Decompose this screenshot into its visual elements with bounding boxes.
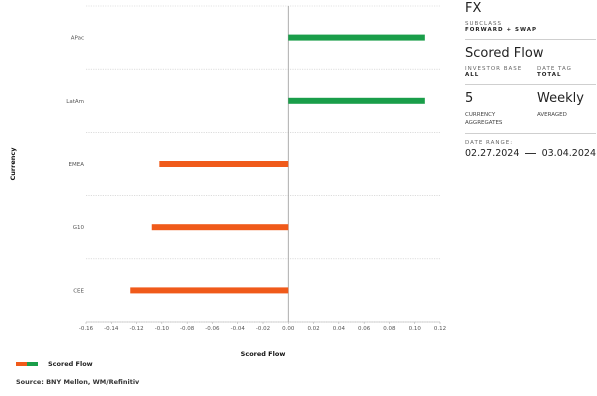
investor-base-value: ALL [465, 72, 480, 78]
date-range: 02.27.2024 03.04.2024 [465, 148, 596, 159]
frequency-value: Weekly [537, 91, 584, 106]
x-axis-title: Scored Flow [241, 350, 286, 358]
date-range-caption: DATE RANGE: [465, 140, 514, 146]
x-tick-label: 0.04 [333, 326, 346, 332]
divider [465, 84, 596, 85]
x-tick-label: -0.02 [256, 326, 270, 332]
asset-class-title: FX [465, 1, 482, 16]
date-start: 02.27.2024 [465, 148, 520, 159]
investor-base-caption: INVESTOR BASE [465, 66, 523, 72]
category-label: APac [71, 36, 84, 42]
count-caption-2: AGGREGATES [465, 120, 503, 126]
bar-cee [130, 287, 289, 294]
bar-latam [288, 97, 425, 104]
x-tick-label: 0.00 [282, 326, 295, 332]
x-tick-label: -0.14 [104, 326, 119, 332]
date-range-dash [525, 153, 536, 154]
category-label: EMEA [69, 162, 85, 168]
category-label: LatAm [66, 99, 84, 105]
x-tick-label: -0.04 [231, 326, 246, 332]
legend-label: Scored Flow [48, 360, 93, 368]
x-tick-label: -0.06 [205, 326, 220, 332]
legend-swatch [16, 362, 38, 366]
divider [465, 39, 596, 40]
x-tick-labels: -0.16 -0.14 -0.12 -0.10 -0.08 -0.06 -0.04 -0.02… [79, 322, 446, 332]
x-tick-label: -0.10 [155, 326, 170, 332]
x-tick-label: 0.12 [434, 326, 446, 332]
x-tick-label: 0.10 [409, 326, 422, 332]
frequency-caption: AVERAGED [537, 112, 567, 118]
category-label: CEE [73, 288, 84, 294]
bars [130, 34, 425, 294]
bar-g10 [151, 224, 289, 231]
x-tick-label: 0.06 [358, 326, 371, 332]
source-note: Source: BNY Mellon, WM/Refinitiv [16, 378, 140, 386]
subclass-caption: SUBCLASS [465, 21, 502, 27]
legend-swatch-negative [16, 362, 27, 366]
count-caption-1: CURRENCY [465, 112, 496, 118]
x-tick-label: -0.08 [180, 326, 195, 332]
x-tick-label: 0.02 [307, 326, 319, 332]
subclass-value: FORWARD + SWAP [465, 27, 538, 33]
x-tick-label: -0.16 [79, 326, 94, 332]
date-tag-caption: DATE TAG [537, 66, 572, 72]
metric-title: Scored Flow [465, 46, 544, 61]
legend-swatch-positive [27, 362, 38, 366]
legend: Scored Flow [16, 360, 93, 368]
info-panel: FX SUBCLASS FORWARD + SWAP Scored Flow I… [465, 0, 596, 159]
category-label: G10 [73, 225, 85, 231]
scored-flow-chart: APac LatAm EMEA G10 CEE -0.16 -0.14 -0.12 -0.10… [9, 5, 446, 358]
category-labels: APac LatAm EMEA G10 CEE [66, 36, 84, 295]
currency-count: 5 [465, 91, 474, 106]
divider [465, 133, 596, 134]
x-tick-label: -0.12 [129, 326, 143, 332]
bar-emea [159, 161, 289, 167]
x-tick-label: 0.08 [383, 326, 396, 332]
bar-apac [288, 34, 425, 41]
date-tag-value: TOTAL [537, 72, 562, 78]
date-end: 03.04.2024 [541, 148, 596, 159]
y-axis-title: Currency [9, 147, 17, 181]
